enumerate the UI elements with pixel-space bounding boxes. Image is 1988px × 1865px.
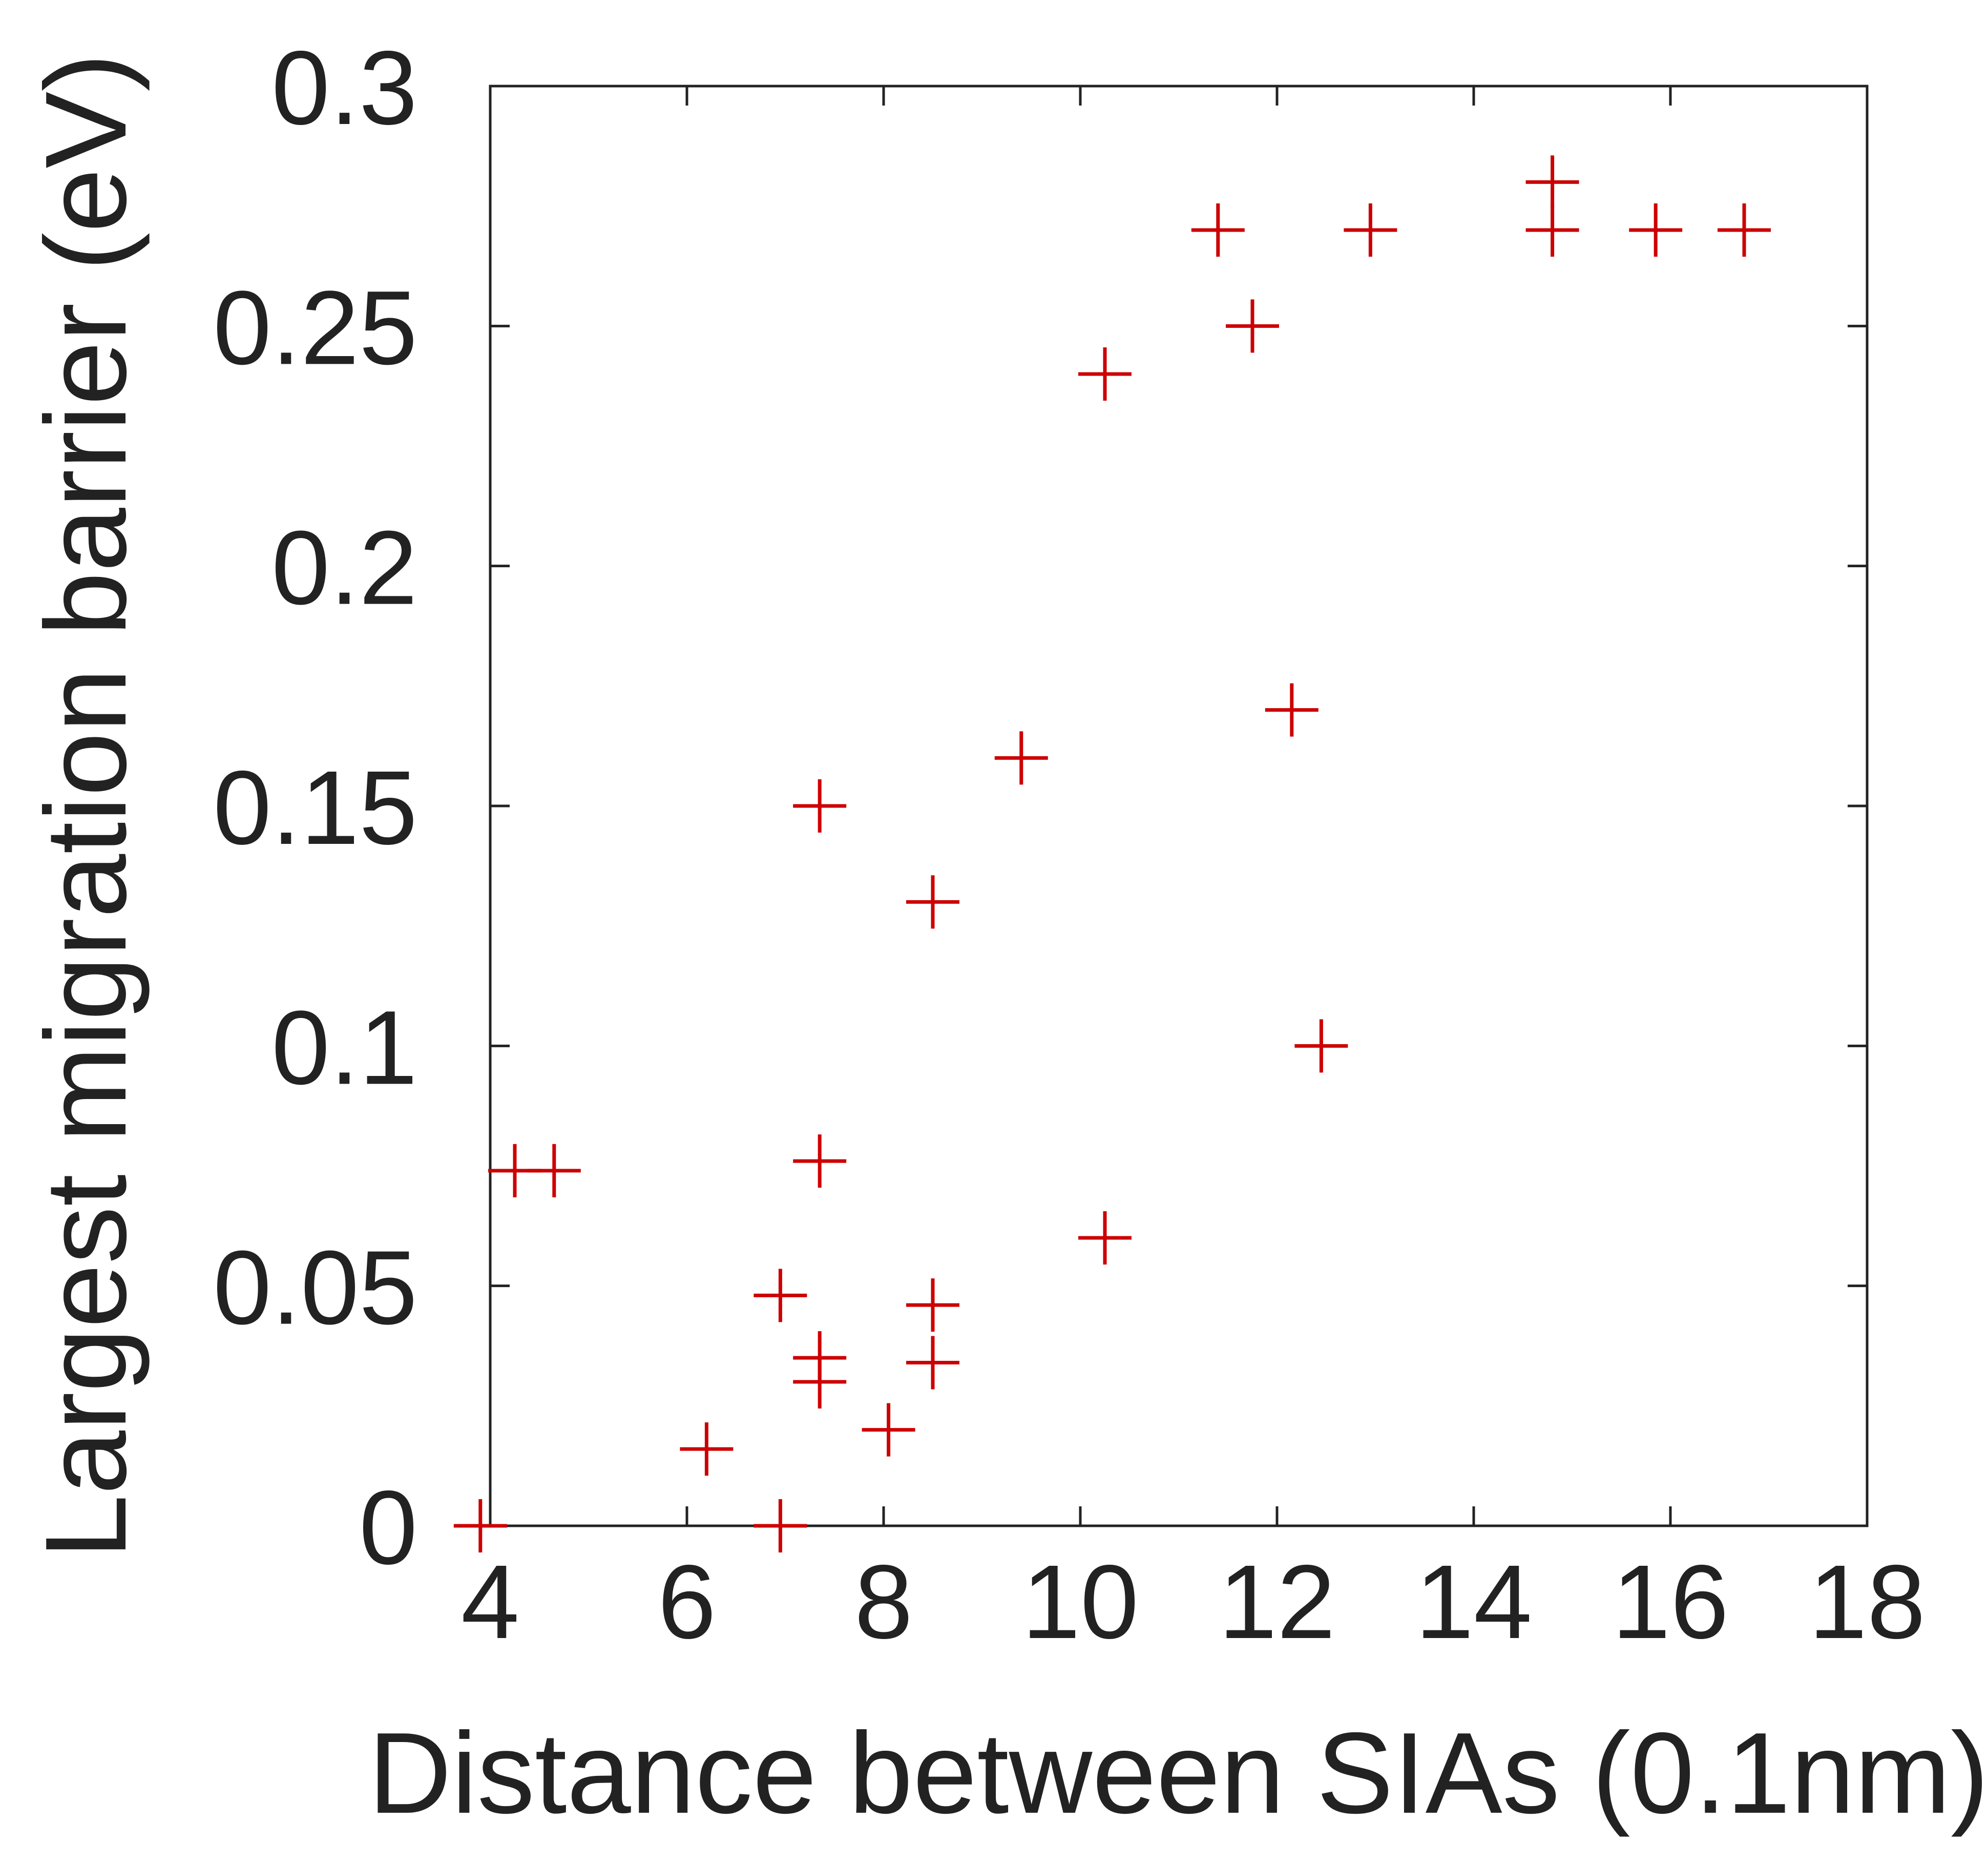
- x-tick-label: 8: [854, 1543, 913, 1661]
- data-point: [906, 1278, 959, 1332]
- y-tick-label: 0.15: [213, 749, 417, 866]
- data-point: [1525, 203, 1579, 257]
- data-point: [906, 1336, 959, 1390]
- y-tick-labels: 0 0.05 0.1 0.15 0.2 0.25 0.3: [213, 29, 417, 1586]
- data-point: [754, 1269, 807, 1322]
- data-point: [793, 779, 847, 833]
- x-tick-labels: 4 6 8 10 12 14 16 18: [461, 1543, 1926, 1661]
- data-point: [1344, 203, 1397, 257]
- x-tick-label: 14: [1415, 1543, 1532, 1661]
- data-point: [1265, 683, 1319, 737]
- data-point: [1226, 299, 1279, 353]
- x-tick-label: 6: [658, 1543, 716, 1661]
- data-point: [994, 731, 1048, 785]
- data-point: [793, 1355, 847, 1408]
- y-tick-label: 0.25: [213, 269, 417, 386]
- y-tick-label: 0.1: [271, 989, 417, 1106]
- data-point: [793, 1134, 847, 1188]
- data-point: [754, 1499, 807, 1552]
- y-tick-label: 0: [359, 1469, 417, 1586]
- y-tick-label: 0.2: [271, 509, 417, 627]
- data-point: [680, 1422, 734, 1476]
- x-tick-label: 18: [1809, 1543, 1926, 1661]
- data-point: [906, 875, 959, 929]
- axis-ticks: [489, 85, 1869, 1527]
- y-tick-label: 0.3: [271, 29, 417, 147]
- x-tick-label: 12: [1219, 1543, 1335, 1661]
- data-point: [1078, 1211, 1132, 1265]
- data-point: [453, 1499, 507, 1552]
- plot-area: [489, 85, 1869, 1527]
- x-tick-label: 4: [461, 1543, 519, 1661]
- x-tick-label: 10: [1022, 1543, 1139, 1661]
- x-tick-label: 16: [1612, 1543, 1729, 1661]
- data-point: [527, 1144, 581, 1197]
- x-axis-title: Distance between SIAs (0.1nm): [368, 1708, 1988, 1837]
- data-point: [1629, 203, 1683, 257]
- data-point: [862, 1403, 915, 1457]
- data-point: [1718, 203, 1771, 257]
- data-markers: [453, 155, 1771, 1552]
- data-point: [1294, 1019, 1348, 1073]
- data-point: [1191, 203, 1245, 257]
- y-tick-label: 0.05: [213, 1229, 417, 1346]
- data-point: [1525, 155, 1579, 209]
- y-axis-title: Largest migration barrier (eV): [21, 53, 150, 1559]
- data-point: [1078, 347, 1132, 401]
